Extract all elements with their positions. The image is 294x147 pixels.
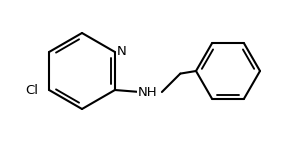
Text: NH: NH <box>138 86 158 98</box>
Text: Cl: Cl <box>25 83 38 96</box>
Text: N: N <box>117 45 127 57</box>
